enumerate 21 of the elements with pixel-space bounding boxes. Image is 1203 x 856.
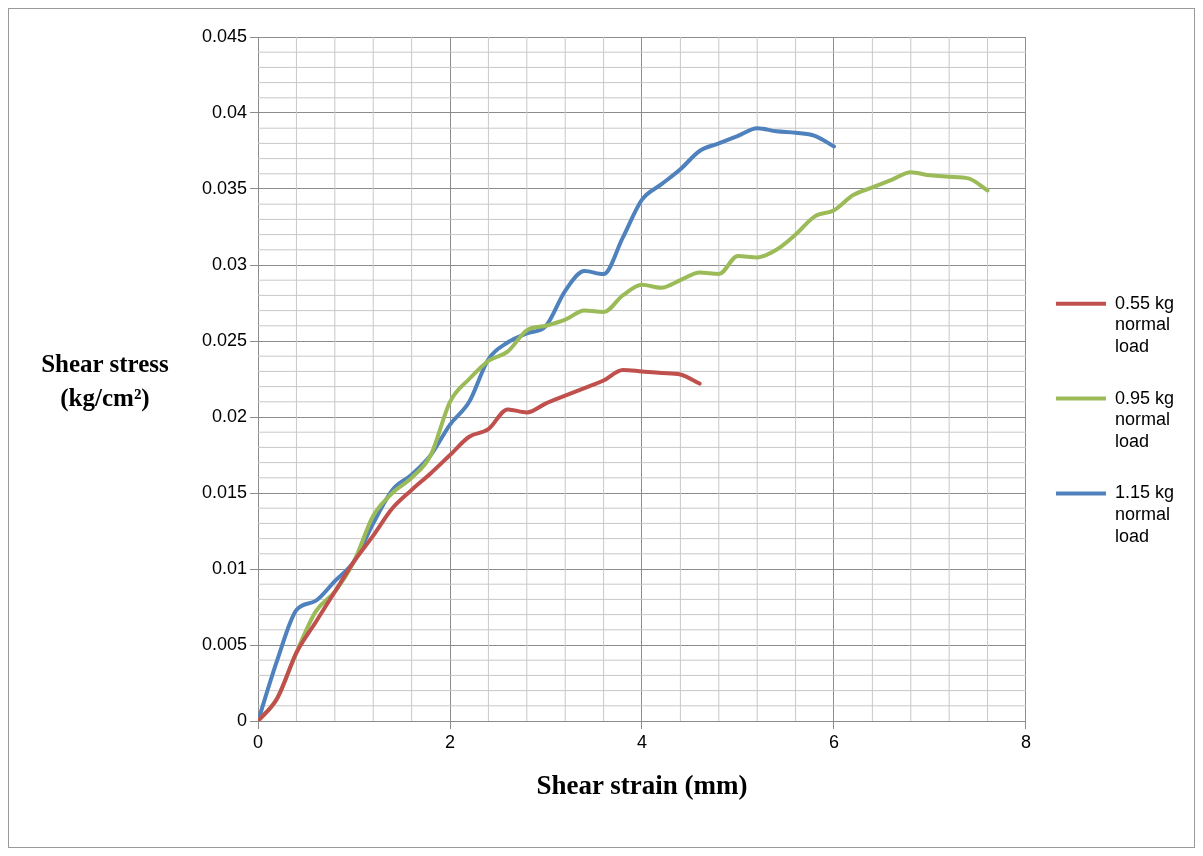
y-tick-label: 0 bbox=[237, 709, 248, 730]
line-series bbox=[258, 367, 702, 721]
y-tick-label: 0.02 bbox=[212, 405, 248, 426]
legend-label: 0.55 kg normal load bbox=[1114, 292, 1174, 356]
y-tick-label: 0.035 bbox=[202, 177, 248, 198]
y-tick-label: 0.045 bbox=[202, 25, 248, 46]
y-tick-label: 0.03 bbox=[212, 253, 248, 274]
x-tick-label: 8 bbox=[1020, 731, 1031, 752]
y-tick-label: 0.005 bbox=[202, 633, 248, 654]
x-tick-label: 2 bbox=[445, 731, 456, 752]
x-axis-title: Shear strain (mm) bbox=[536, 769, 748, 800]
x-tick-label: 6 bbox=[828, 731, 839, 752]
y-tick-label: 0.025 bbox=[202, 329, 248, 350]
x-tick-label: 0 bbox=[253, 731, 264, 752]
x-tick-label: 4 bbox=[636, 731, 648, 752]
legend-label: 0.95 kg normal load bbox=[1114, 387, 1174, 451]
y-tick-label: 0.01 bbox=[212, 557, 248, 578]
y-axis-title: Shear stress (kg/cm²) bbox=[40, 349, 170, 414]
legend-label: 1.15 kg normal load bbox=[1114, 482, 1174, 546]
y-tick-label: 0.015 bbox=[202, 481, 248, 502]
y-tick-label: 0.04 bbox=[212, 101, 248, 122]
